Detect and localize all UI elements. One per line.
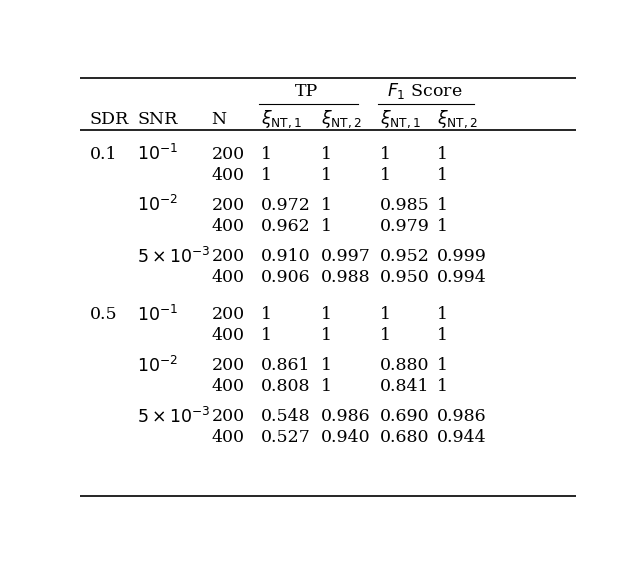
Text: $5 \times 10^{-3}$: $5 \times 10^{-3}$ xyxy=(137,407,211,427)
Text: $10^{-2}$: $10^{-2}$ xyxy=(137,356,178,376)
Text: 0.972: 0.972 xyxy=(261,197,311,214)
Text: 1: 1 xyxy=(261,327,272,344)
Text: 1: 1 xyxy=(437,218,448,235)
Text: 0.880: 0.880 xyxy=(380,358,429,374)
Text: 0.979: 0.979 xyxy=(380,218,430,235)
Text: 1: 1 xyxy=(437,167,448,184)
Text: 1: 1 xyxy=(261,306,272,323)
Text: 0.841: 0.841 xyxy=(380,378,429,395)
Text: 1: 1 xyxy=(437,146,448,163)
Text: 0.527: 0.527 xyxy=(261,429,311,446)
Text: 1: 1 xyxy=(321,167,332,184)
Text: 1: 1 xyxy=(380,167,391,184)
Text: TP: TP xyxy=(295,83,319,100)
Text: 0.808: 0.808 xyxy=(261,378,310,395)
Text: 1: 1 xyxy=(261,146,272,163)
Text: 1: 1 xyxy=(437,378,448,395)
Text: 0.999: 0.999 xyxy=(437,248,487,265)
Text: 0.944: 0.944 xyxy=(437,429,487,446)
Text: 1: 1 xyxy=(437,327,448,344)
Text: 0.950: 0.950 xyxy=(380,269,430,286)
Text: 0.986: 0.986 xyxy=(321,409,370,426)
Text: 0.997: 0.997 xyxy=(321,248,371,265)
Text: 1: 1 xyxy=(321,306,332,323)
Text: $F_1$ Score: $F_1$ Score xyxy=(387,82,463,101)
Text: 0.986: 0.986 xyxy=(437,409,487,426)
Text: 0.910: 0.910 xyxy=(261,248,310,265)
Text: 1: 1 xyxy=(321,378,332,395)
Text: 0.940: 0.940 xyxy=(321,429,370,446)
Text: 400: 400 xyxy=(211,327,244,344)
Text: 0.962: 0.962 xyxy=(261,218,311,235)
Text: 1: 1 xyxy=(321,218,332,235)
Text: 400: 400 xyxy=(211,429,244,446)
Text: 1: 1 xyxy=(380,327,391,344)
Text: 1: 1 xyxy=(380,146,391,163)
Text: 0.994: 0.994 xyxy=(437,269,487,286)
Text: 1: 1 xyxy=(321,327,332,344)
Text: 0.680: 0.680 xyxy=(380,429,429,446)
Text: 200: 200 xyxy=(211,306,244,323)
Text: 1: 1 xyxy=(437,197,448,214)
Text: 400: 400 xyxy=(211,167,244,184)
Text: $10^{-2}$: $10^{-2}$ xyxy=(137,195,178,216)
Text: 0.952: 0.952 xyxy=(380,248,430,265)
Text: 0.906: 0.906 xyxy=(261,269,310,286)
Text: 0.861: 0.861 xyxy=(261,358,310,374)
Text: 1: 1 xyxy=(321,197,332,214)
Text: 1: 1 xyxy=(437,358,448,374)
Text: 400: 400 xyxy=(211,269,244,286)
Text: 200: 200 xyxy=(211,409,244,426)
Text: 1: 1 xyxy=(321,358,332,374)
Text: N: N xyxy=(211,111,227,128)
Text: $5 \times 10^{-3}$: $5 \times 10^{-3}$ xyxy=(137,247,211,267)
Text: SDR: SDR xyxy=(90,111,129,128)
Text: 0.5: 0.5 xyxy=(90,306,118,323)
Text: $10^{-1}$: $10^{-1}$ xyxy=(137,144,178,164)
Text: 1: 1 xyxy=(380,306,391,323)
Text: 0.1: 0.1 xyxy=(90,146,117,163)
Text: $\xi_{\mathrm{NT},2}$: $\xi_{\mathrm{NT},2}$ xyxy=(321,109,362,131)
Text: 200: 200 xyxy=(211,248,244,265)
Text: 1: 1 xyxy=(321,146,332,163)
Text: 400: 400 xyxy=(211,218,244,235)
Text: 0.988: 0.988 xyxy=(321,269,370,286)
Text: 200: 200 xyxy=(211,146,244,163)
Text: 200: 200 xyxy=(211,358,244,374)
Text: 1: 1 xyxy=(261,167,272,184)
Text: $\xi_{\mathrm{NT},2}$: $\xi_{\mathrm{NT},2}$ xyxy=(437,109,478,131)
Text: $\xi_{\mathrm{NT},1}$: $\xi_{\mathrm{NT},1}$ xyxy=(261,109,302,131)
Text: 0.548: 0.548 xyxy=(261,409,310,426)
Text: $10^{-1}$: $10^{-1}$ xyxy=(137,305,178,325)
Text: 0.985: 0.985 xyxy=(380,197,430,214)
Text: SNR: SNR xyxy=(137,111,177,128)
Text: 200: 200 xyxy=(211,197,244,214)
Text: 1: 1 xyxy=(437,306,448,323)
Text: 400: 400 xyxy=(211,378,244,395)
Text: $\xi_{\mathrm{NT},1}$: $\xi_{\mathrm{NT},1}$ xyxy=(380,109,421,131)
Text: 0.690: 0.690 xyxy=(380,409,429,426)
